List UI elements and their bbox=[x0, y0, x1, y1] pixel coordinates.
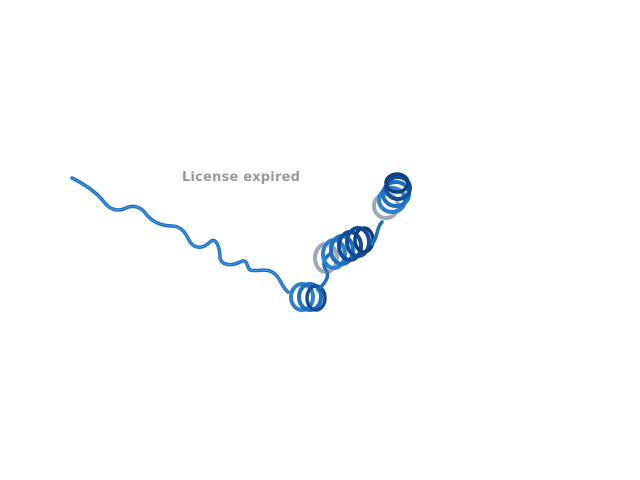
helix-small bbox=[289, 282, 327, 312]
license-watermark: License expired bbox=[182, 170, 301, 185]
helix-top bbox=[372, 172, 412, 220]
coil-tail bbox=[70, 176, 290, 294]
coil-linker-2 bbox=[370, 220, 384, 246]
